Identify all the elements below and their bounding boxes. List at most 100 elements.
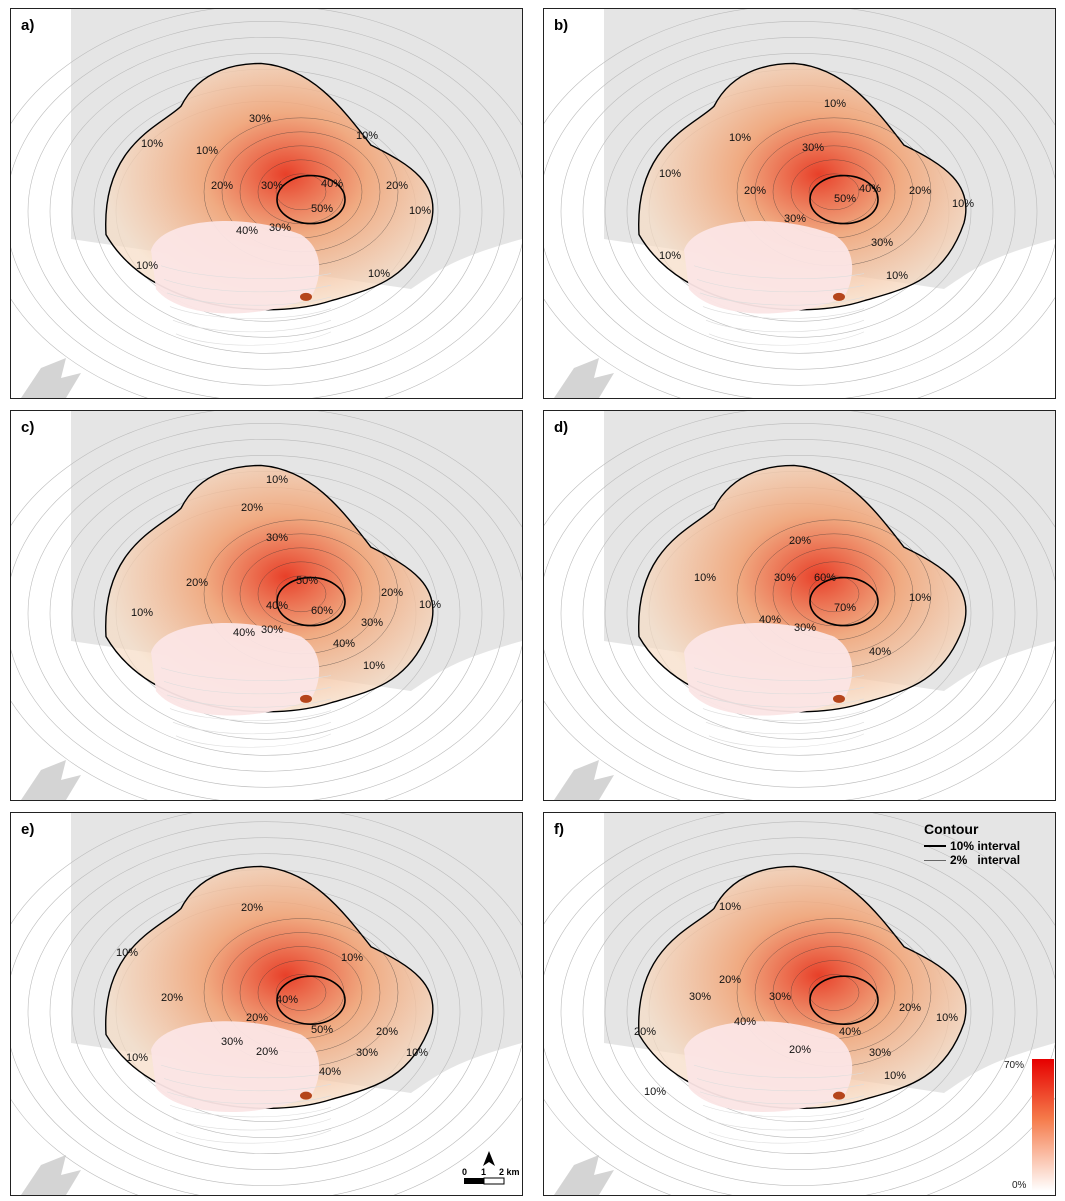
legend-item-label: 2% interval [950, 853, 1021, 867]
contour-label: 20% [256, 1046, 278, 1058]
map-canvas: 10% 10% 30% 10% 30% 40% 20% 20% 50% 10% 40% 30% 10% 1… [11, 9, 522, 398]
scale-bar: 0 1 2 km [462, 1151, 520, 1185]
contour-label: 50% [834, 193, 856, 205]
panel-label: d) [554, 419, 569, 436]
colorbar [1032, 1059, 1054, 1191]
colorbar-max-label: 70% [1004, 1060, 1025, 1071]
contour-label: 20% [386, 180, 408, 192]
contour-label: 40% [869, 646, 891, 658]
contour-label: 20% [634, 1026, 656, 1038]
contour-label: 10% [116, 947, 138, 959]
contour-label: 40% [236, 225, 258, 237]
coastline-bottom-left [21, 1155, 81, 1195]
contour-label: 30% [784, 213, 806, 225]
contour-label: 10% [952, 198, 974, 210]
contour-label: 40% [321, 178, 343, 190]
contour-label: 30% [871, 237, 893, 249]
contour-label: 30% [266, 532, 288, 544]
lake [151, 221, 320, 314]
contour-label: 10% [419, 599, 441, 611]
contour-label: 50% [311, 1024, 333, 1036]
contour-label: 40% [276, 994, 298, 1006]
legend-item-label: 10% interval [950, 839, 1021, 853]
map-panel-a: 10% 10% 30% 10% 30% 40% 20% 20% 50% 10% 40% 30% 10% 1… [10, 8, 523, 399]
contour-label: 10% [266, 474, 288, 486]
lake [151, 1021, 320, 1113]
contour-label: 20% [381, 587, 403, 599]
scale-tick-0: 0 [462, 1167, 467, 1177]
core-contour [809, 174, 879, 225]
contour-label: 60% [311, 605, 333, 617]
contour-label: 10% [886, 270, 908, 282]
core-contour [276, 975, 346, 1025]
contour-label: 20% [376, 1026, 398, 1038]
contour-label: 30% [774, 572, 796, 584]
contour-label: 10% [196, 145, 218, 157]
contour-label: 20% [161, 992, 183, 1004]
contour-label: 10% [363, 660, 385, 672]
core-contour [276, 174, 346, 225]
contour-label: 10% [719, 901, 741, 913]
contour-label: 40% [759, 614, 781, 626]
contour-label: 50% [311, 203, 333, 215]
contour-label: 20% [789, 535, 811, 547]
map-canvas: 20% 10% 30% 60% 70% 10% 40% 30% 40% [544, 411, 1055, 800]
north-arrow-icon [483, 1151, 495, 1166]
contour-label: 20% [186, 577, 208, 589]
contour-label: 10% [341, 952, 363, 964]
contour-label: 30% [869, 1047, 891, 1059]
coastline-bottom-left [554, 760, 614, 800]
contour-label: 30% [221, 1036, 243, 1048]
map-panel-e: 20% 10% 10% 20% 40% 20% 50% 20% 30% 20% 30% 10% 10% 4… [10, 812, 523, 1196]
contour-label: 20% [789, 1044, 811, 1056]
contour-label: 10% [406, 1047, 428, 1059]
core-contour [276, 576, 346, 627]
contour-label: 30% [794, 622, 816, 634]
map-canvas: 10% 10% 30% 10% 20% 40% 20% 10% 50% 30% 30% 10% 10% [544, 9, 1055, 398]
contour-label: 40% [319, 1066, 341, 1078]
lake-contours [160, 265, 332, 346]
contour-label: 30% [269, 222, 291, 234]
contour-label: 40% [333, 638, 355, 650]
lake-contours [160, 1064, 332, 1144]
contour-label: 10% [659, 168, 681, 180]
contour-label: 30% [356, 1047, 378, 1059]
contour-label: 20% [241, 902, 263, 914]
contour-label: 20% [211, 180, 233, 192]
vent-marker [300, 1091, 312, 1100]
core-contour [809, 576, 879, 627]
thin-line-swatch [924, 859, 946, 861]
contour-label: 20% [744, 185, 766, 197]
map-panel-c: 10% 20% 30% 50% 20% 60% 40% 20% 10% 10% 30% 40% 30% 4… [10, 410, 523, 801]
contour-label: 30% [689, 991, 711, 1003]
contour-label: 10% [659, 250, 681, 262]
contour-label: 20% [241, 502, 263, 514]
contour-label: 10% [409, 205, 431, 217]
contour-label: 10% [884, 1070, 906, 1082]
contour-label: 10% [126, 1052, 148, 1064]
lake [684, 221, 853, 314]
scale-tick-2: 2 km [499, 1167, 520, 1177]
contour-label: 10% [936, 1012, 958, 1024]
contour-label: 30% [261, 624, 283, 636]
contour-label: 10% [694, 572, 716, 584]
contour-label: 40% [859, 183, 881, 195]
map-canvas: 10% 20% 30% 30% 40% 40% 20% 10% 20% 20% 30% 10% 10% [544, 813, 1055, 1195]
map-canvas: 10% 20% 30% 50% 20% 60% 40% 20% 10% 10% 30% 40% 30% 4… [11, 411, 522, 800]
map-panel-d: 20% 10% 30% 60% 70% 10% 40% 30% 40% d) [543, 410, 1056, 801]
lake [151, 623, 320, 716]
coastline-bottom-left [21, 760, 81, 800]
contour-label: 10% [909, 592, 931, 604]
contour-label: 10% [131, 607, 153, 619]
contour-label: 70% [834, 602, 856, 614]
contour-label: 30% [802, 142, 824, 154]
contour-label: 10% [824, 98, 846, 110]
contour-label: 30% [769, 991, 791, 1003]
contour-label: 10% [368, 268, 390, 280]
contour-label: 20% [899, 1002, 921, 1014]
legend-item: 2% interval [924, 853, 1054, 867]
coastline-bottom-left [21, 358, 81, 398]
contour-label: 10% [141, 138, 163, 150]
vent-marker [833, 694, 845, 703]
contour-label: 30% [361, 617, 383, 629]
